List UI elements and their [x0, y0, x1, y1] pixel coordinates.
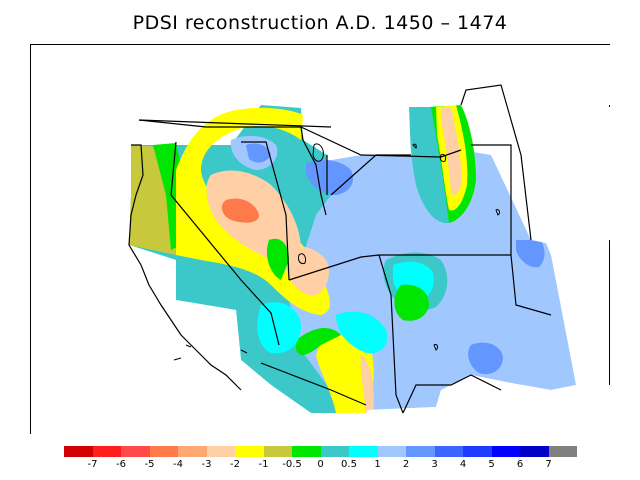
map-title: PDSI reconstruction A.D. 1450 – 1474 — [132, 12, 508, 34]
nevada-utah-border — [241, 141, 290, 281]
colorbar-cell — [320, 446, 349, 457]
map-panel — [30, 44, 611, 435]
arizona-new-mexico-border — [378, 254, 404, 414]
colorbar-cell — [377, 446, 406, 457]
colorbar-cell — [292, 446, 321, 457]
lakes — [173, 143, 500, 361]
colorbar-cell — [434, 446, 463, 457]
colorbar-tick-label: -3 — [201, 459, 212, 470]
colorbar-tick-label: 6 — [516, 459, 524, 470]
pdsi-map — [31, 45, 611, 435]
nevada-california-border — [170, 141, 280, 346]
colorbar-tick-label: 0.5 — [341, 459, 357, 470]
colorbar-tick-label: 1 — [374, 459, 381, 470]
arizona-mexico-border — [260, 362, 367, 406]
coastline — [128, 144, 242, 391]
region-coast — [129, 145, 181, 255]
colorbar-cell — [149, 446, 178, 457]
colorbar-tick-label: -4 — [173, 459, 183, 470]
colorbar-tick-label: -6 — [116, 459, 126, 470]
colorbar-cell — [178, 446, 207, 457]
colorbar-tick-label: -1 — [258, 459, 269, 470]
colorbar-tick-label: -2 — [230, 459, 240, 470]
colorbar-cell — [263, 446, 292, 457]
colorbar-tick-label: 2 — [402, 459, 410, 470]
colorbar-cell — [520, 446, 549, 457]
colorbar-tick-label: -5 — [144, 459, 155, 470]
utah-colorado-border — [288, 254, 380, 281]
colorbar-labels: -7 -6 -5 -4 -3 -2 -1 -0.5 0 0.5 1 2 3 4 5 6 7 — [64, 459, 577, 473]
colorbar-tick-label: -7 — [87, 459, 98, 470]
colorbar-tick-label: 3 — [431, 459, 438, 470]
ocean-mask — [31, 45, 611, 435]
idaho-montana-border — [300, 126, 327, 216]
colorbar-cell — [235, 446, 264, 457]
political-boundaries — [128, 84, 552, 414]
oregon-northern-border — [138, 119, 301, 128]
colorbar-tick-label: 0 — [317, 459, 324, 470]
pdsi-field — [129, 105, 576, 413]
colorbar-cell — [92, 446, 121, 457]
colorbar-cell — [491, 446, 520, 457]
colorbar-cell — [349, 446, 378, 457]
colorbar — [64, 446, 577, 457]
oklahoma-border — [510, 254, 552, 316]
colorbar-tick-label: 5 — [488, 459, 495, 470]
texas-border — [402, 374, 502, 414]
us-canada-border — [138, 119, 332, 128]
colorbar-cell — [463, 446, 492, 457]
kansas-nebraska-border — [471, 144, 512, 255]
dakota-border — [460, 84, 532, 241]
colorbar-tick-label: -0.5 — [282, 459, 302, 470]
colorbar-tick-label: 7 — [545, 459, 552, 470]
colorbar-cell — [121, 446, 150, 457]
colorbar-tick-label: 4 — [459, 459, 467, 470]
colorbar-cell — [64, 446, 93, 457]
montana-wyoming-border — [300, 126, 462, 158]
colorbar-cell — [548, 446, 577, 457]
colorbar-cell — [206, 446, 235, 457]
colorbar-cell — [406, 446, 435, 457]
